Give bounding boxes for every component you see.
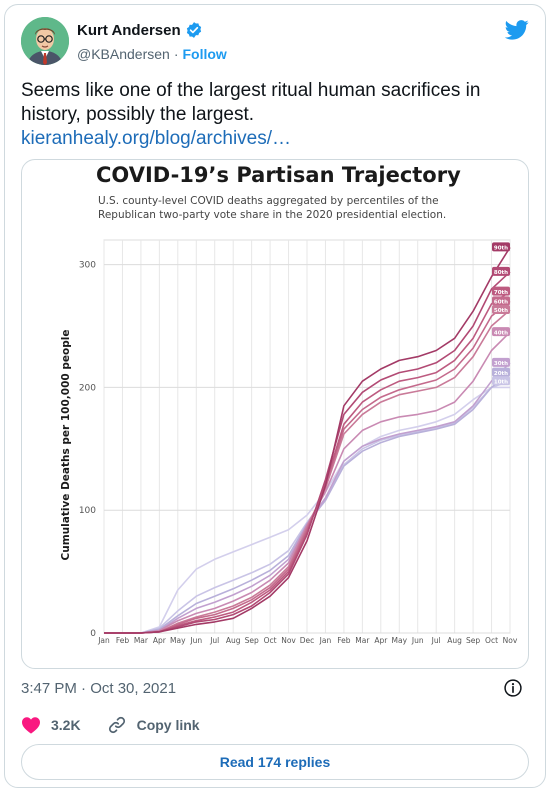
- x-tick-label: May: [170, 636, 186, 645]
- chart-image[interactable]: COVID-19’s Partisan Trajectory U.S. coun…: [21, 159, 529, 669]
- series-label: 30th: [494, 361, 508, 367]
- series-label-badge: [492, 376, 510, 386]
- x-tick-label: Apr: [153, 636, 167, 645]
- x-tick-label: Jul: [431, 636, 441, 645]
- avatar[interactable]: [21, 17, 69, 65]
- y-tick-label: 200: [79, 383, 96, 393]
- series-label-badge: [492, 327, 510, 337]
- author-handle[interactable]: @KBAndersen: [77, 46, 170, 62]
- tweet-text: Seems like one of the largest ritual hum…: [21, 80, 481, 125]
- x-tick-label: Jun: [189, 636, 202, 645]
- x-tick-label: Feb: [337, 636, 351, 645]
- x-tick-label: May: [392, 636, 408, 645]
- like-button[interactable]: 3.2K: [21, 716, 81, 734]
- x-tick-label: Nov: [503, 636, 518, 645]
- x-tick-label: Jun: [411, 636, 424, 645]
- y-tick-label: 100: [79, 506, 96, 516]
- x-tick-label: Mar: [134, 636, 149, 645]
- chart-grid: [103, 239, 511, 634]
- chart-subtitle-line-2: Republican two-party vote share in the 2…: [98, 209, 446, 221]
- follow-button[interactable]: Follow: [182, 46, 227, 62]
- series-label: 10th: [494, 379, 508, 385]
- x-tick-label: Jan: [97, 636, 110, 645]
- series-label: 90th: [494, 246, 508, 252]
- series-label: 20th: [494, 371, 508, 377]
- verified-badge-icon: [186, 22, 201, 38]
- series-label-badge: [492, 286, 510, 296]
- series-label-badge: [492, 296, 510, 306]
- series-label-badge: [492, 242, 510, 252]
- series-label: 60th: [494, 300, 508, 306]
- series-label: 40th: [494, 330, 508, 336]
- link-icon: [108, 716, 125, 734]
- chart-y-axis-label: Cumulative Deaths per 100,000 people: [60, 330, 72, 561]
- x-tick-label: Mar: [355, 636, 370, 645]
- series-line: [104, 331, 511, 634]
- x-tick-label: Apr: [374, 636, 388, 645]
- x-tick-label: Sep: [466, 636, 480, 645]
- author-name-row: Kurt Andersen: [77, 21, 203, 39]
- chart-x-ticks: Jan Feb Mar Apr May Jun Jul Aug Sep Oct Nov Dec Jan F…: [97, 636, 518, 645]
- info-icon[interactable]: [503, 678, 523, 698]
- series-line: [104, 246, 511, 634]
- chart-svg: COVID-19’s Partisan Trajectory U.S. coun…: [60, 163, 518, 645]
- chart-title: COVID-19’s Partisan Trajectory: [96, 163, 461, 187]
- heart-icon: [22, 717, 40, 734]
- tweet-actions: 3.2K Copy link: [21, 715, 226, 735]
- x-tick-label: Aug: [447, 636, 462, 645]
- avatar-illustration: [21, 17, 69, 65]
- series-label-badge: [492, 266, 510, 276]
- y-tick-label: 0: [90, 629, 96, 639]
- copy-link-button[interactable]: Copy link: [107, 715, 200, 735]
- x-tick-label: Aug: [226, 636, 241, 645]
- tweet-card: Kurt Andersen @KBAndersen · Follow Seems…: [4, 4, 546, 788]
- twitter-bird-icon[interactable]: [505, 19, 529, 41]
- separator-dot: ·: [173, 46, 179, 62]
- author-handle-row: @KBAndersen · Follow: [77, 46, 227, 62]
- chart-subtitle-line-1: U.S. county-level COVID deaths aggregate…: [98, 195, 439, 207]
- x-tick-label: Oct: [264, 636, 277, 645]
- x-tick-label: Feb: [116, 636, 130, 645]
- like-count: 3.2K: [51, 717, 81, 733]
- series-label: 70th: [494, 290, 508, 296]
- chart-series-lines: [104, 246, 511, 634]
- chart-y-ticks: 0 100 200 300: [79, 261, 96, 639]
- read-replies-button[interactable]: Read 174 replies: [21, 744, 529, 780]
- series-label-badge: [492, 367, 510, 377]
- series-line: [104, 386, 510, 634]
- x-tick-label: Oct: [485, 636, 498, 645]
- x-tick-label: Nov: [281, 636, 296, 645]
- series-label: 50th: [494, 308, 508, 314]
- series-label-badge: [492, 357, 510, 367]
- tweet-link[interactable]: kieranhealy.org/blog/archives/…: [21, 128, 292, 149]
- y-tick-label: 300: [79, 261, 96, 271]
- x-tick-label: Jan: [319, 636, 332, 645]
- x-tick-label: Dec: [300, 636, 315, 645]
- author-name[interactable]: Kurt Andersen: [77, 21, 181, 39]
- x-tick-label: Sep: [245, 636, 259, 645]
- series-label: 80th: [494, 270, 508, 276]
- series-label-badge: [492, 305, 510, 315]
- chart-series-labels: 90th 80th 70th 60th 50th 40th 30th 20th 10th: [492, 242, 510, 385]
- tweet-timestamp[interactable]: 3:47 PM · Oct 30, 2021: [21, 680, 177, 697]
- x-tick-label: Jul: [209, 636, 219, 645]
- copy-link-label: Copy link: [136, 717, 200, 733]
